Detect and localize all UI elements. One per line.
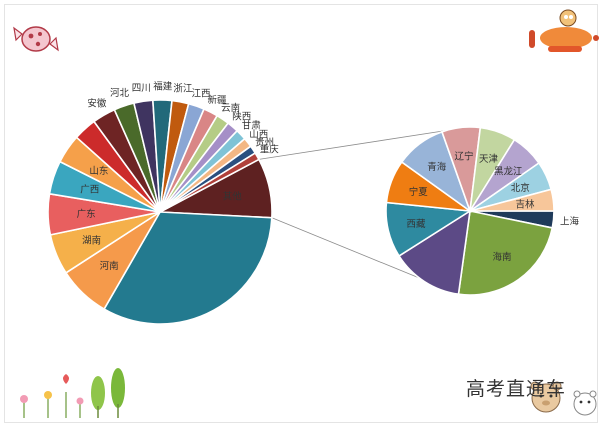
watermark-text: 高考直通车 [466,378,567,400]
main-pie-slice-label: 贵州 [255,136,274,148]
main-pie-slice-label: 江西 [191,88,210,99]
secondary-pie-slice-label: 天津 [479,154,499,165]
main-pie-slice-label: 河北 [110,87,130,99]
main-pie-slice-label: 福建 [153,81,173,93]
candy-decoration [13,26,59,52]
secondary-pie-slice-label: 西藏 [406,218,426,230]
secondary-pie-slice [469,188,555,212]
flowers-decoration [20,368,125,418]
main-pie-slice-label: 安徽 [87,98,107,110]
bear-decoration [530,381,597,416]
main-pie-slice-label: 甘肃 [242,120,261,132]
secondary-pie-slice-label: 北京 [511,182,530,194]
secondary-pie-slice-label: 上海 [560,216,580,228]
main-pie-slice-label: 云南 [221,102,240,114]
plane-decoration [529,9,599,52]
secondary-pie-slice [457,210,554,296]
main-pie-slice [103,211,273,325]
connector-line-top [258,128,457,160]
main-pie-slice-label: 陕西 [232,111,251,123]
main-pie-slice-label: 重庆 [260,144,280,156]
secondary-pie-slice-label: 吉林 [515,198,535,210]
main-pie-slice-label: 山东 [89,165,108,177]
secondary-pie-slice [397,209,472,296]
main-pie-slice [159,151,260,213]
main-pie-slice-label: 浙江 [173,83,193,95]
secondary-pie-slice-label: 黑龙江 [494,165,523,177]
main-pie-slice-label: 湖南 [82,235,101,247]
main-pie-slice-label: 山西 [249,129,268,140]
main-pie-slice-label: 新疆 [207,94,227,106]
secondary-pie-slice-label: 海南 [492,251,511,263]
secondary-pie-slice-label: 青海 [427,161,447,173]
main-pie-slice-label: 广东 [77,208,96,220]
main-pie-slice-label: 河南 [100,260,119,272]
main-pie-slice-label: 广西 [80,184,99,196]
secondary-pie-slice-label: 宁夏 [409,186,429,198]
secondary-pie-slice-label: 辽宁 [454,150,473,162]
main-pie-slice-label: 其他 [223,191,243,203]
main-pie-slice-label: 四川 [132,83,151,94]
